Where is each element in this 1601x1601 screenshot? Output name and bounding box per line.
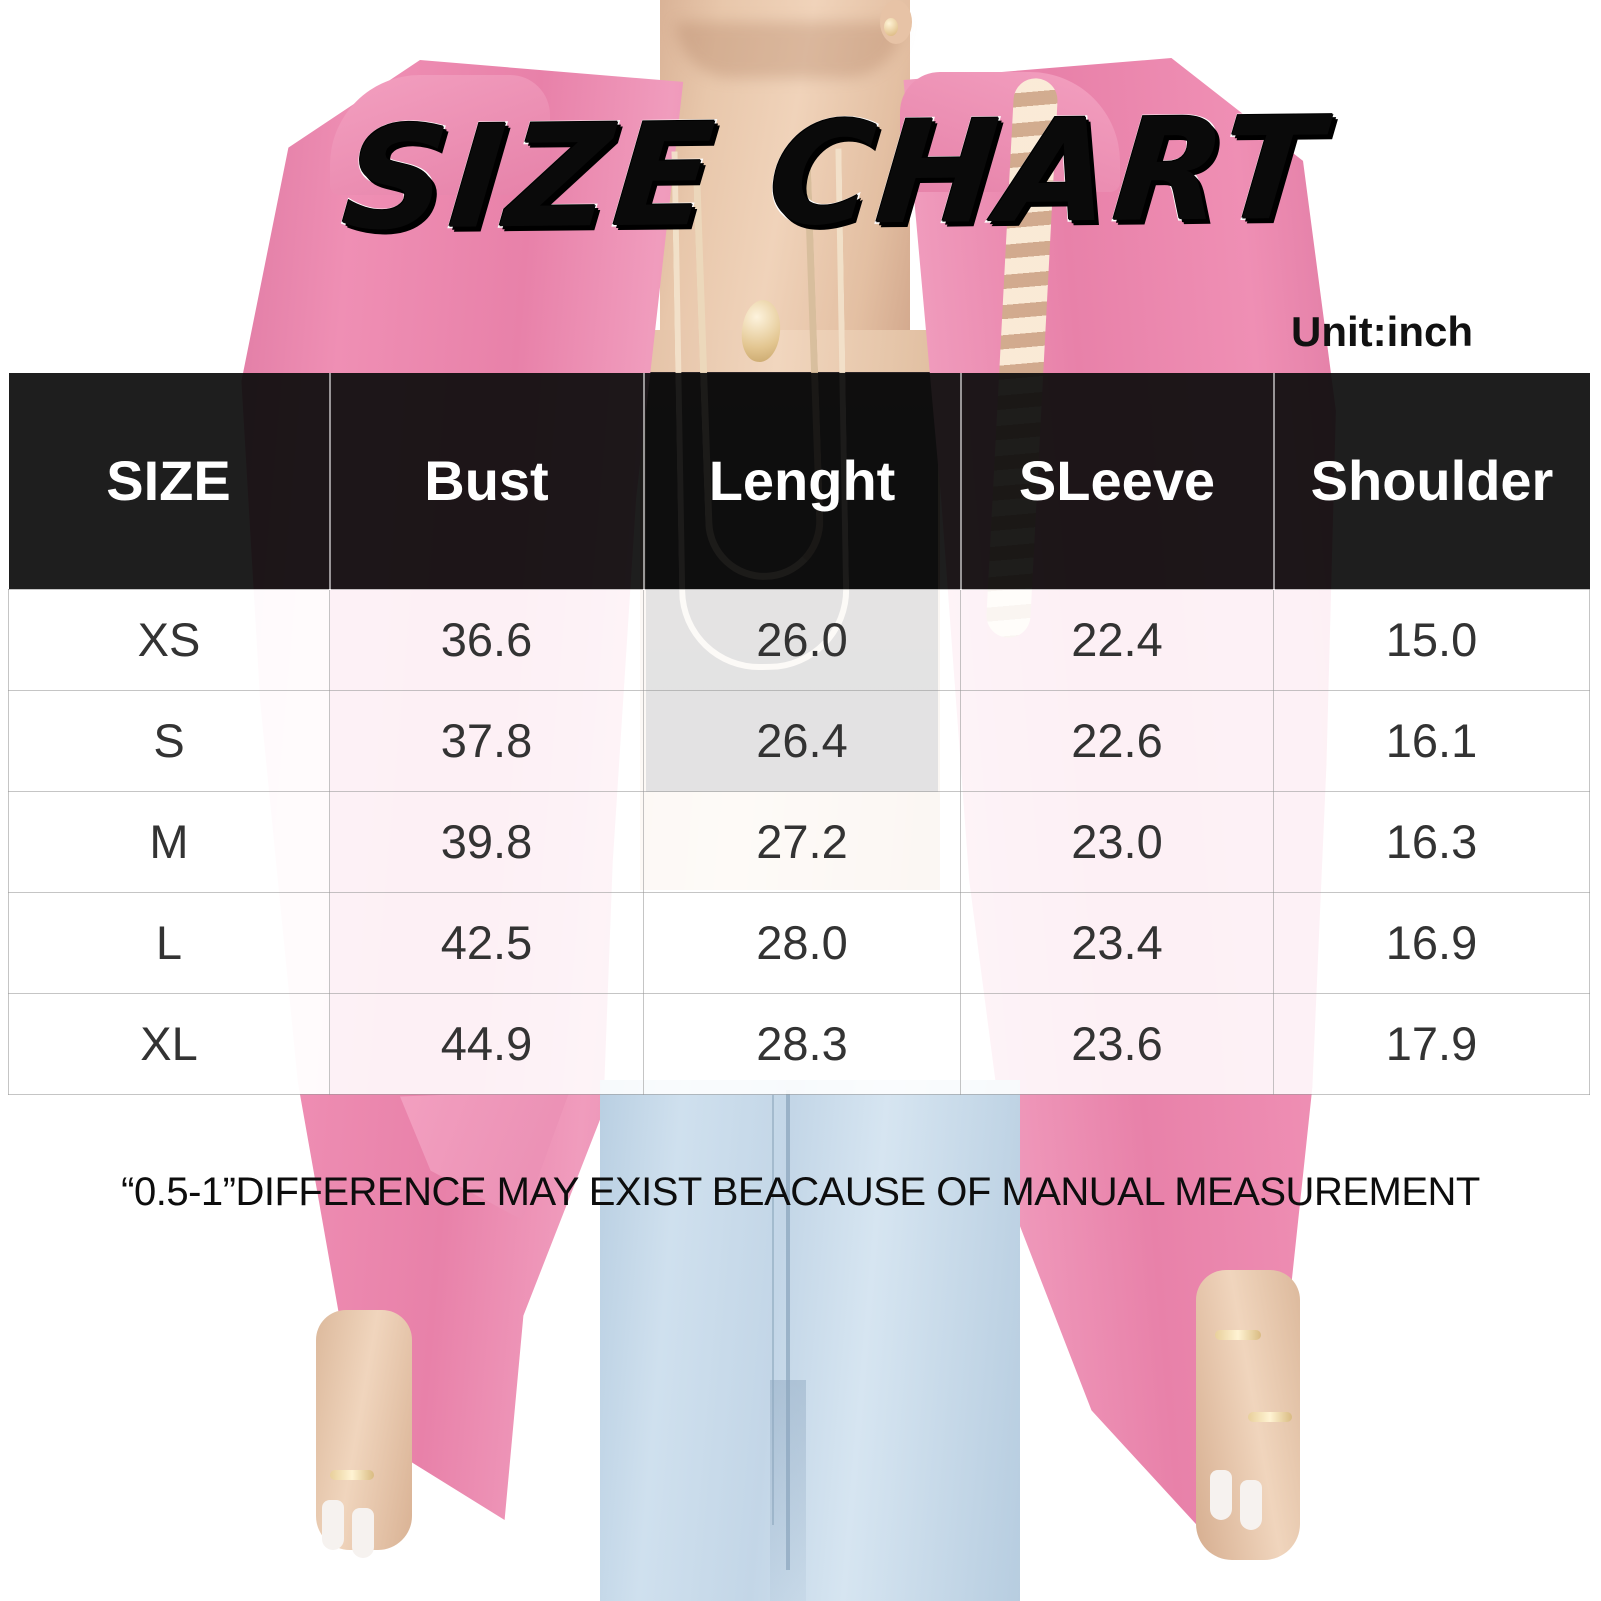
table-body: XS 36.6 26.0 22.4 15.0 S 37.8 26.4 22.6 … — [8, 588, 1590, 1095]
table-header: SIZE Bust Lenght SLeeve Shoulder — [8, 373, 1590, 589]
cell-length: 28.0 — [643, 891, 961, 994]
ring-icon — [1215, 1330, 1261, 1340]
column-header-bust: Bust — [329, 373, 645, 589]
table-row: L 42.5 28.0 23.4 16.9 — [8, 891, 1590, 994]
cell-shoulder: 17.9 — [1273, 992, 1590, 1095]
cell-sleeve: 22.4 — [960, 588, 1274, 691]
table-header-row: SIZE Bust Lenght SLeeve Shoulder — [8, 373, 1590, 589]
jeans-leg-split — [770, 1380, 806, 1601]
fingernail — [352, 1508, 374, 1558]
jeans — [600, 1080, 1020, 1601]
cell-bust: 36.6 — [329, 588, 644, 691]
fingernail — [1210, 1470, 1232, 1520]
fingernail — [1240, 1480, 1262, 1530]
table-row: XS 36.6 26.0 22.4 15.0 — [8, 588, 1590, 691]
cell-sleeve: 23.0 — [960, 790, 1274, 893]
cell-length: 26.4 — [643, 689, 961, 792]
cell-size: M — [8, 790, 330, 893]
measurement-disclaimer: “0.5-1”DIFFERENCE MAY EXIST BEACAUSE OF … — [121, 1170, 1480, 1214]
page-title: SIZE CHART — [335, 85, 1332, 263]
earring-icon — [884, 18, 898, 36]
column-header-shoulder: Shoulder — [1273, 373, 1590, 589]
cell-bust: 39.8 — [329, 790, 644, 893]
cell-shoulder: 16.3 — [1273, 790, 1590, 893]
cell-shoulder: 16.1 — [1273, 689, 1590, 792]
cell-sleeve: 23.6 — [960, 992, 1274, 1095]
column-header-sleeve: SLeeve — [960, 373, 1275, 589]
table-row: S 37.8 26.4 22.6 16.1 — [8, 689, 1590, 792]
ring-icon — [330, 1470, 374, 1480]
cell-bust: 37.8 — [329, 689, 644, 792]
cell-length: 28.3 — [643, 992, 961, 1095]
cell-size: L — [8, 891, 330, 994]
cell-bust: 42.5 — [329, 891, 644, 994]
cell-size: XL — [8, 992, 330, 1095]
cell-size: S — [8, 689, 330, 792]
column-header-length: Lenght — [643, 373, 962, 589]
column-header-size: SIZE — [8, 373, 331, 589]
blazer-left-shoulder — [330, 75, 550, 195]
unit-label: Unit:inch — [1291, 308, 1473, 355]
cell-bust: 44.9 — [329, 992, 644, 1095]
jeans-zipper-seam — [772, 1095, 774, 1525]
ring-icon — [1248, 1412, 1292, 1422]
cell-sleeve: 22.6 — [960, 689, 1274, 792]
jaw-shadow — [676, 22, 902, 78]
fingernail — [322, 1500, 344, 1550]
cell-length: 26.0 — [643, 588, 961, 691]
cell-shoulder: 15.0 — [1273, 588, 1590, 691]
table-row: M 39.8 27.2 23.0 16.3 — [8, 790, 1590, 893]
cell-sleeve: 23.4 — [960, 891, 1274, 994]
table-row: XL 44.9 28.3 23.6 17.9 — [8, 992, 1590, 1095]
cell-size: XS — [8, 588, 330, 691]
jeans-center-seam — [786, 1090, 790, 1570]
cell-shoulder: 16.9 — [1273, 891, 1590, 994]
size-chart-table: SIZE Bust Lenght SLeeve Shoulder XS 36.6… — [8, 373, 1590, 1095]
cell-length: 27.2 — [643, 790, 961, 893]
